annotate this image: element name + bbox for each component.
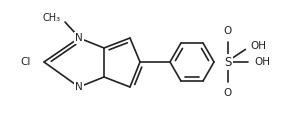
Text: O: O: [224, 88, 232, 98]
Text: N: N: [75, 82, 83, 92]
Text: CH₃: CH₃: [43, 13, 61, 23]
Text: S: S: [224, 56, 232, 68]
Text: Cl: Cl: [21, 57, 31, 67]
Text: O: O: [224, 26, 232, 36]
Text: OH: OH: [254, 57, 270, 67]
Text: OH: OH: [250, 41, 266, 51]
Text: N: N: [75, 33, 83, 43]
